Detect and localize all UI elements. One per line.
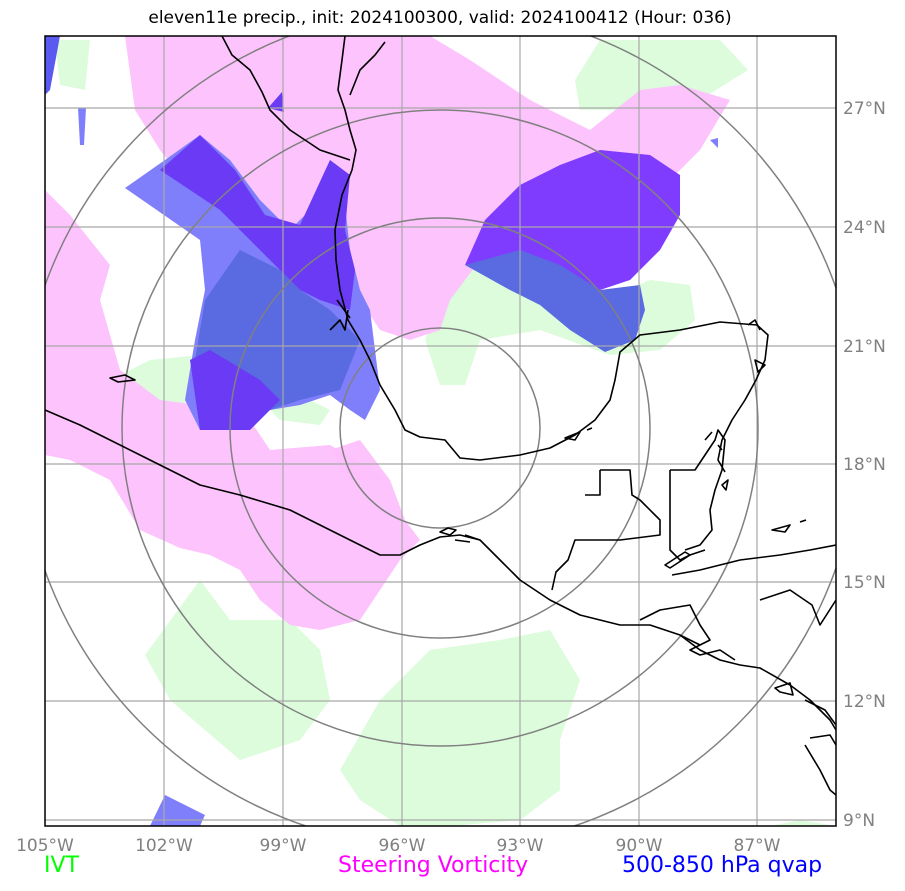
lat-label: 9°N xyxy=(843,811,875,831)
lon-label: 93°W xyxy=(497,836,544,856)
lon-label: 99°W xyxy=(260,836,307,856)
coastlines xyxy=(45,36,836,796)
map-title: eleven11e precip., init: 2024100300, val… xyxy=(148,8,732,28)
lat-label: 24°N xyxy=(843,218,886,238)
lat-label: 27°N xyxy=(843,99,886,119)
steering-vorticity-field xyxy=(45,36,730,630)
lat-lon-grid xyxy=(45,36,836,826)
range-rings xyxy=(45,36,836,826)
lon-label: 96°W xyxy=(379,836,426,856)
lon-label: 105°W xyxy=(16,836,74,856)
legend-ivt: IVT xyxy=(44,853,79,878)
legend-qvap: 500-850 hPa qvap xyxy=(622,853,823,878)
lon-label: 90°W xyxy=(616,836,663,856)
lat-label: 15°N xyxy=(843,573,886,593)
lon-label: 87°W xyxy=(734,836,781,856)
lat-label: 12°N xyxy=(843,692,886,712)
legend-steering-vorticity: Steering Vorticity xyxy=(338,853,529,878)
lat-label: 18°N xyxy=(843,455,886,475)
latitude-labels: 27°N 24°N 21°N 18°N 15°N 12°N 9°N xyxy=(843,99,886,831)
lat-label: 21°N xyxy=(843,337,886,357)
map-frame xyxy=(44,35,837,827)
lon-label: 102°W xyxy=(135,836,193,856)
longitude-labels: 105°W 102°W 99°W 96°W 93°W 90°W 87°W xyxy=(16,836,781,856)
